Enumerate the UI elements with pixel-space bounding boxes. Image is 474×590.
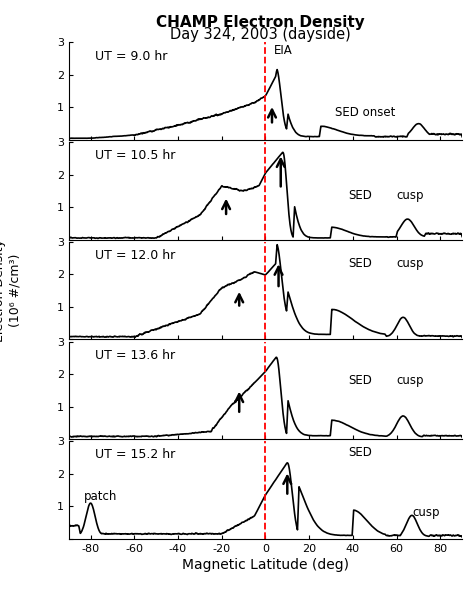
Text: SED: SED — [348, 189, 373, 202]
Text: patch: patch — [84, 490, 118, 503]
X-axis label: Magnetic Latitude (deg): Magnetic Latitude (deg) — [182, 558, 349, 572]
Text: SED: SED — [348, 374, 373, 387]
Text: cusp: cusp — [397, 189, 424, 202]
Text: SED: SED — [348, 446, 373, 459]
Text: UT = 13.6 hr: UT = 13.6 hr — [95, 349, 175, 362]
Text: cusp: cusp — [412, 506, 439, 519]
Text: Electron Density
(10⁶ #/cm³): Electron Density (10⁶ #/cm³) — [0, 239, 21, 342]
Text: cusp: cusp — [397, 257, 424, 270]
Text: UT = 10.5 hr: UT = 10.5 hr — [95, 149, 175, 162]
Text: cusp: cusp — [397, 374, 424, 387]
Text: SED: SED — [348, 257, 373, 270]
Text: UT = 9.0 hr: UT = 9.0 hr — [95, 50, 167, 63]
Text: EIA: EIA — [274, 44, 293, 57]
Text: UT = 15.2 hr: UT = 15.2 hr — [95, 448, 175, 461]
Text: SED onset: SED onset — [336, 106, 396, 119]
Text: UT = 12.0 hr: UT = 12.0 hr — [95, 249, 175, 262]
Text: CHAMP Electron Density: CHAMP Electron Density — [156, 15, 365, 30]
Text: Day 324, 2003 (dayside): Day 324, 2003 (dayside) — [170, 27, 351, 41]
